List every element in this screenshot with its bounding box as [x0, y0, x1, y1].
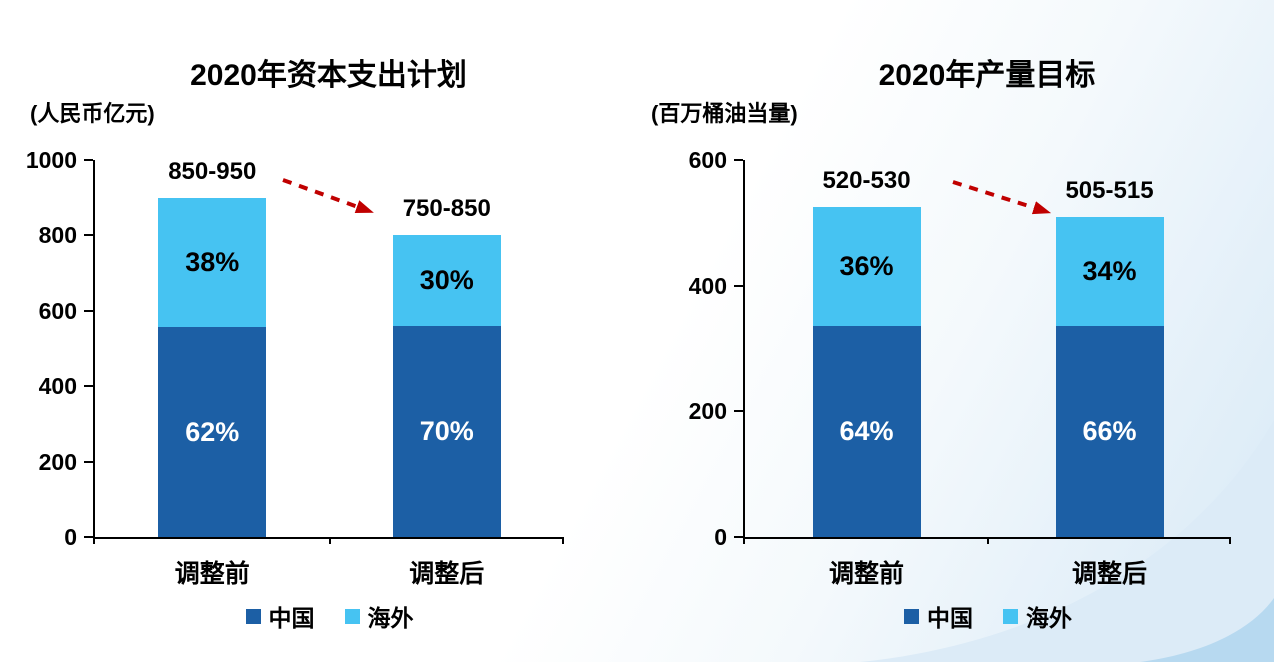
stacked-bar-after: 30% 70% — [392, 235, 501, 537]
x-axis-tick-mark — [987, 537, 989, 544]
overseas-pct-label: 34% — [1082, 256, 1137, 286]
y-axis-tick-label: 0 — [64, 524, 77, 550]
y-axis-tick-mark — [84, 159, 93, 161]
output-chart-title: 2020年产量目标 — [878, 59, 1096, 92]
legend-item-overseas: 海外 — [1003, 599, 1072, 633]
legend-label-overseas: 海外 — [1026, 605, 1072, 631]
background-swoosh-deep — [1140, 598, 1274, 662]
y-axis-tick-mark — [84, 309, 93, 312]
y-axis-tick-label: 400 — [688, 272, 727, 299]
y-axis-tick-label: 600 — [38, 297, 77, 324]
x-axis-tick-mark — [1229, 537, 1231, 544]
y-axis-tick-mark — [734, 159, 743, 161]
legend-item-china: 中国 — [245, 599, 315, 633]
background-swoosh-light — [860, 420, 1274, 662]
legend-item-overseas: 海外 — [344, 599, 414, 633]
china-segment: 62% — [158, 327, 267, 537]
y-axis-tick-label: 1000 — [25, 147, 77, 173]
overseas-pct-label: 30% — [419, 265, 474, 295]
overseas-segment: 38% — [158, 198, 267, 327]
total-range-label: 505-515 — [1065, 177, 1154, 204]
y-axis-tick-label: 600 — [688, 147, 727, 173]
china-segment: 70% — [392, 326, 501, 537]
y-axis-tick-mark — [734, 284, 743, 287]
overseas-segment: 30% — [392, 235, 501, 326]
y-axis-tick-label: 800 — [38, 222, 77, 249]
china-legend-swatch-icon — [904, 608, 919, 624]
x-axis-tick-mark — [562, 537, 564, 544]
output-plot-area: 520-530 36% 64% 505-515 34% 66% 调 — [689, 147, 1231, 631]
capex-unit-label: (人民币亿元) — [30, 101, 155, 126]
decrease-arrow-icon — [282, 178, 374, 213]
x-axis-tick-mark — [93, 537, 95, 544]
category-label-after: 调整后 — [1071, 560, 1147, 588]
capex-chart: 2020年资本支出计划 (人民币亿元) 850-950 38% 62% 750-… — [26, 59, 565, 631]
decrease-arrow-icon — [952, 180, 1052, 215]
china-legend-swatch-icon — [245, 608, 261, 624]
y-axis-tick-mark — [84, 385, 93, 388]
capex-plot-area: 850-950 38% 62% 750-850 30% 70% 调 — [26, 147, 565, 631]
china-pct-label: 64% — [839, 416, 894, 446]
y-axis-tick-label: 0 — [714, 524, 727, 550]
legend: 中国 海外 — [95, 599, 564, 633]
bar-slot-before: 850-950 38% 62% — [95, 158, 330, 537]
y-axis-tick-label: 400 — [38, 373, 77, 400]
output-unit-label: (百万桶油当量) — [651, 101, 798, 126]
china-segment: 66% — [1055, 326, 1164, 537]
overseas-segment: 36% — [812, 207, 921, 326]
overseas-legend-swatch-icon — [344, 608, 360, 624]
category-label-before: 调整前 — [174, 560, 250, 588]
legend-item-china: 中国 — [904, 599, 973, 633]
x-axis-tick-mark — [743, 537, 745, 544]
y-axis-tick-mark — [84, 234, 93, 237]
category-label-before: 调整前 — [828, 560, 904, 588]
capex-chart-title: 2020年资本支出计划 — [190, 59, 467, 92]
y-axis-tick-mark — [84, 460, 93, 463]
overseas-pct-label: 38% — [185, 247, 240, 277]
overseas-legend-swatch-icon — [1003, 608, 1018, 624]
legend-label-china: 中国 — [268, 605, 315, 631]
legend: 中国 海外 — [745, 599, 1231, 633]
total-range-label: 520-530 — [822, 167, 911, 194]
overseas-pct-label: 36% — [839, 251, 894, 281]
total-range-label: 750-850 — [402, 195, 491, 222]
y-axis-tick-mark — [734, 536, 743, 538]
x-axis-tick-mark — [328, 537, 331, 544]
category-label-after: 调整后 — [409, 560, 485, 588]
y-axis-tick-label: 200 — [688, 398, 727, 425]
china-pct-label: 70% — [419, 416, 474, 446]
output-chart: 2020年产量目标 (百万桶油当量) 520-530 36% 64% 505-5… — [637, 0, 1274, 662]
china-segment: 64% — [812, 326, 921, 537]
legend-label-china: 中国 — [927, 605, 973, 631]
bar-slot-after: 750-850 30% 70% — [330, 160, 565, 537]
y-axis-tick-mark — [84, 536, 93, 538]
total-range-label: 850-950 — [168, 158, 257, 185]
y-axis-tick-mark — [734, 410, 743, 413]
china-pct-label: 66% — [1082, 416, 1137, 446]
bar-slot-after: 505-515 34% 66% — [988, 160, 1231, 537]
y-axis-tick-label: 200 — [38, 448, 77, 475]
stacked-bar-after: 34% 66% — [1055, 217, 1164, 537]
stacked-bar-before: 36% 64% — [812, 207, 921, 537]
china-pct-label: 62% — [185, 416, 240, 447]
stacked-bar-before: 38% 62% — [158, 198, 267, 537]
legend-label-overseas: 海外 — [367, 605, 414, 631]
bar-slot-before: 520-530 36% 64% — [745, 160, 988, 537]
overseas-segment: 34% — [1055, 217, 1164, 326]
